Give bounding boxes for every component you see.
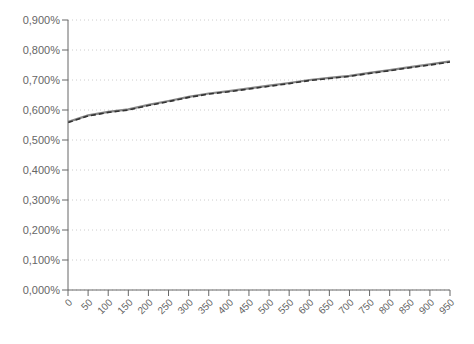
svg-text:900: 900 — [417, 296, 437, 316]
svg-text:300: 300 — [175, 296, 195, 316]
svg-text:850: 850 — [397, 296, 417, 316]
svg-text:150: 150 — [115, 296, 135, 316]
svg-text:500: 500 — [256, 296, 276, 316]
svg-text:200: 200 — [135, 296, 155, 316]
svg-text:0: 0 — [63, 296, 75, 308]
svg-text:100: 100 — [95, 296, 115, 316]
svg-text:0,500%: 0,500% — [23, 134, 61, 146]
svg-text:0,600%: 0,600% — [23, 104, 61, 116]
svg-text:0,300%: 0,300% — [23, 194, 61, 206]
svg-text:350: 350 — [196, 296, 216, 316]
svg-text:950: 950 — [437, 296, 457, 316]
svg-text:600: 600 — [296, 296, 316, 316]
svg-text:50: 50 — [79, 296, 95, 312]
svg-text:0,900%: 0,900% — [23, 14, 61, 26]
svg-text:450: 450 — [236, 296, 256, 316]
svg-text:0,800%: 0,800% — [23, 44, 61, 56]
svg-text:650: 650 — [316, 296, 336, 316]
svg-text:0,000%: 0,000% — [23, 284, 61, 296]
svg-text:0,700%: 0,700% — [23, 74, 61, 86]
svg-text:750: 750 — [356, 296, 376, 316]
svg-text:0,200%: 0,200% — [23, 224, 61, 236]
svg-text:700: 700 — [336, 296, 356, 316]
svg-text:0,100%: 0,100% — [23, 254, 61, 266]
svg-text:800: 800 — [377, 296, 397, 316]
svg-text:250: 250 — [155, 296, 175, 316]
svg-text:0,400%: 0,400% — [23, 164, 61, 176]
svg-text:550: 550 — [276, 296, 296, 316]
svg-text:400: 400 — [216, 296, 236, 316]
